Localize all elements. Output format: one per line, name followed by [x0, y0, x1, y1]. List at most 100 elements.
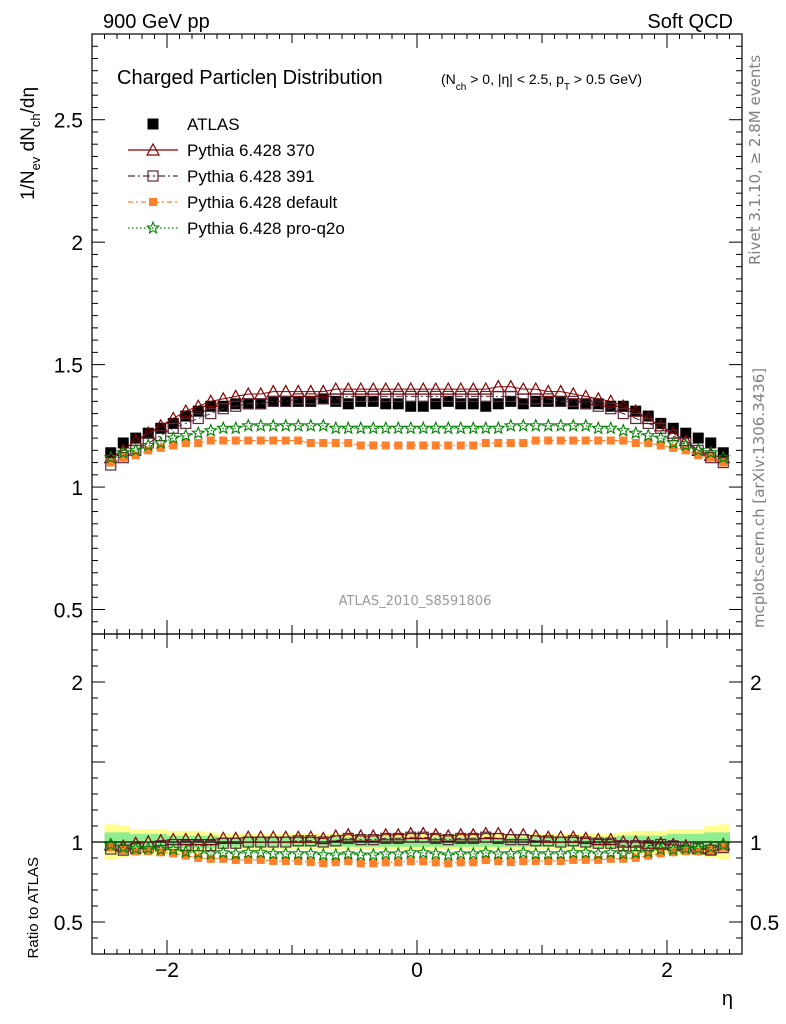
- ratio-point: [206, 854, 215, 863]
- series-5: [103, 418, 731, 464]
- ratio-point: [716, 837, 731, 851]
- series-3: [105, 390, 729, 471]
- data-point: [305, 393, 317, 405]
- ratio-point: [294, 856, 303, 865]
- data-point: [517, 393, 529, 405]
- ratio-point: [603, 832, 618, 846]
- data-point: [242, 398, 254, 410]
- ratio-point: [481, 856, 490, 865]
- ratio-point: [430, 832, 442, 845]
- ratio-series-line: [110, 844, 724, 856]
- data-point: [381, 441, 390, 450]
- ratio-point: [205, 840, 217, 852]
- data-point: [591, 391, 606, 405]
- data-point: [555, 395, 567, 407]
- data-point: [191, 398, 206, 412]
- ratio-data-layer: [103, 826, 731, 868]
- ratio-point: [492, 832, 504, 845]
- ratio-point: [642, 840, 654, 852]
- main-y-tick-label: 2.5: [54, 110, 83, 133]
- data-point: [469, 441, 478, 450]
- ratio-point: [691, 841, 706, 855]
- data-point: [341, 420, 356, 435]
- data-point: [667, 430, 679, 442]
- data-point: [255, 398, 267, 410]
- ratio-point: [269, 856, 278, 865]
- data-point: [228, 420, 243, 435]
- data-point: [455, 398, 467, 410]
- ratio-point: [394, 858, 403, 867]
- ratio-point: [281, 856, 290, 865]
- data-point: [430, 390, 442, 403]
- data-point: [566, 386, 581, 400]
- data-point: [567, 395, 579, 407]
- data-point: [403, 381, 418, 395]
- data-point: [355, 390, 367, 403]
- mcplots-label: mcplots.cern.ch [arXiv:1306.3436]: [750, 368, 768, 628]
- data-point: [441, 381, 456, 395]
- legend-label: Pythia 6.428 391: [187, 167, 315, 186]
- data-point: [130, 432, 142, 444]
- ratio-y-tick-label-right: 2: [750, 672, 762, 695]
- data-point: [580, 398, 592, 410]
- data-point: [292, 395, 304, 407]
- ratio-point: [494, 857, 503, 866]
- ratio-plot-frame: [91, 633, 743, 955]
- data-point: [478, 381, 493, 395]
- data-point: [241, 418, 256, 432]
- ratio-point: [180, 840, 192, 852]
- ratio-point: [392, 832, 404, 845]
- data-point: [644, 438, 653, 447]
- data-point: [391, 420, 406, 435]
- data-point: [219, 436, 228, 445]
- data-point: [719, 458, 728, 467]
- data-point: [280, 395, 292, 407]
- ratio-point: [530, 835, 542, 847]
- data-point: [155, 430, 167, 442]
- ratio-point: [641, 835, 656, 849]
- data-point: [642, 410, 654, 422]
- data-point: [656, 441, 665, 450]
- ratio-point: [355, 834, 367, 846]
- data-point: [617, 407, 629, 420]
- ratio-point: [391, 846, 406, 861]
- data-point: [392, 390, 404, 403]
- ratio-point: [241, 845, 256, 859]
- data-point: [378, 381, 393, 395]
- data-point: [480, 400, 492, 412]
- data-point: [331, 438, 340, 447]
- data-point: [116, 445, 131, 459]
- data-point: [594, 436, 603, 445]
- data-point: [717, 456, 729, 469]
- ratio-point: [316, 847, 331, 862]
- ratio-point: [619, 854, 628, 863]
- ratio-point: [367, 834, 379, 846]
- ratio-point: [444, 859, 453, 868]
- data-point: [492, 390, 504, 403]
- ratio-point: [544, 856, 553, 865]
- ratio-point: [478, 845, 493, 859]
- ratio-point: [717, 842, 729, 854]
- data-point: [178, 403, 193, 417]
- data-point: [442, 390, 454, 403]
- data-point: [205, 407, 217, 420]
- ratio-point: [303, 846, 318, 860]
- ratio-point: [178, 832, 193, 846]
- main-y-tick-label: 1.5: [54, 355, 83, 378]
- legend: ATLAS Pythia 6.428 370 Pythia 6.428 391 Pyt…: [128, 115, 345, 238]
- ratio-point: [431, 858, 440, 867]
- main-data-layer: [103, 379, 731, 471]
- ratio-point: [441, 828, 456, 842]
- data-point: [706, 453, 715, 462]
- data-point: [392, 398, 404, 410]
- data-point: [280, 395, 292, 407]
- ratio-point: [116, 839, 131, 854]
- data-point: [544, 436, 553, 445]
- ratio-point: [128, 841, 143, 855]
- data-point: [416, 420, 431, 435]
- ratio-point: [428, 846, 443, 861]
- data-point: [405, 390, 417, 403]
- data-point: [317, 393, 329, 405]
- ratio-point: [331, 858, 340, 867]
- data-point: [192, 412, 204, 425]
